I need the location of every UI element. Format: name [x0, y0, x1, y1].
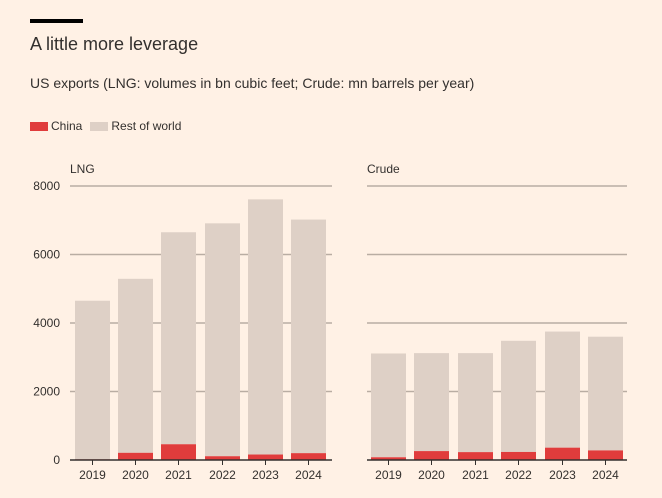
bar-crude-china-2024	[588, 450, 623, 460]
bar-lng-rest-of-world-2023	[248, 199, 283, 455]
bar-crude-rest-of-world-2024	[588, 336, 623, 451]
legend-label-china: China	[51, 119, 83, 133]
y-tick-label-4000: 4000	[33, 316, 60, 330]
bar-crude-rest-of-world-2019	[371, 353, 406, 458]
x-tick-label-lng-2024: 2024	[295, 468, 322, 482]
header-accent-bar	[30, 19, 83, 23]
bar-crude-rest-of-world-2021	[458, 353, 493, 453]
x-tick-label-crude-2023: 2023	[549, 468, 576, 482]
legend: China Rest of world	[30, 118, 189, 134]
legend-item-rest-of-world: Rest of world	[90, 119, 181, 133]
y-tick-label-8000: 8000	[33, 179, 60, 193]
x-tick-label-crude-2021: 2021	[462, 468, 489, 482]
x-tick-label-lng-2020: 2020	[122, 468, 149, 482]
bar-lng-rest-of-world-2019	[75, 300, 110, 460]
bar-crude-china-2022	[501, 451, 536, 460]
bar-lng-china-2024	[291, 453, 326, 460]
chart-area: LNG 2000 4000 6000 8000 0 2019 2020 2021 2022 2023…	[33, 162, 627, 482]
bar-crude-china-2019	[371, 457, 406, 460]
legend-swatch-rest-of-world	[90, 121, 109, 131]
chart-subtitle: US exports (LNG: volumes in bn cubic fee…	[30, 75, 475, 91]
legend-label-rest-of-world: Rest of world	[111, 119, 182, 133]
bar-crude-china-2021	[458, 452, 493, 460]
bar-crude-rest-of-world-2023	[545, 331, 580, 448]
x-tick-label-lng-2023: 2023	[252, 468, 279, 482]
bar-lng-rest-of-world-2020	[118, 278, 153, 453]
bar-lng-china-2020	[118, 452, 153, 460]
x-tick-label-crude-2022: 2022	[505, 468, 532, 482]
legend-item-china: China	[30, 119, 82, 133]
bar-crude-china-2020	[414, 451, 449, 460]
bar-crude-rest-of-world-2022	[501, 340, 536, 452]
bar-lng-rest-of-world-2021	[161, 232, 196, 445]
x-tick-label-lng-2019: 2019	[79, 468, 106, 482]
x-tick-label-crude-2020: 2020	[418, 468, 445, 482]
panel-title-lng: LNG	[70, 162, 95, 176]
bar-lng-rest-of-world-2024	[291, 219, 326, 454]
y-tick-label-6000: 6000	[33, 248, 60, 262]
panel-title-crude: Crude	[367, 162, 400, 176]
x-tick-label-crude-2024: 2024	[592, 468, 619, 482]
bar-lng-china-2023	[248, 454, 283, 460]
y-tick-label-2000: 2000	[33, 385, 60, 399]
bar-lng-rest-of-world-2022	[205, 223, 240, 457]
legend-swatch-china	[30, 121, 48, 131]
chart-title: A little more leverage	[30, 34, 199, 54]
x-tick-label-lng-2021: 2021	[165, 468, 192, 482]
x-tick-label-lng-2022: 2022	[209, 468, 236, 482]
bar-lng-china-2022	[205, 456, 240, 460]
bar-crude-rest-of-world-2020	[414, 353, 449, 452]
x-tick-label-crude-2019: 2019	[375, 468, 402, 482]
bar-lng-china-2021	[161, 444, 196, 460]
y-tick-label-0: 0	[53, 453, 60, 467]
bar-crude-china-2023	[545, 447, 580, 460]
